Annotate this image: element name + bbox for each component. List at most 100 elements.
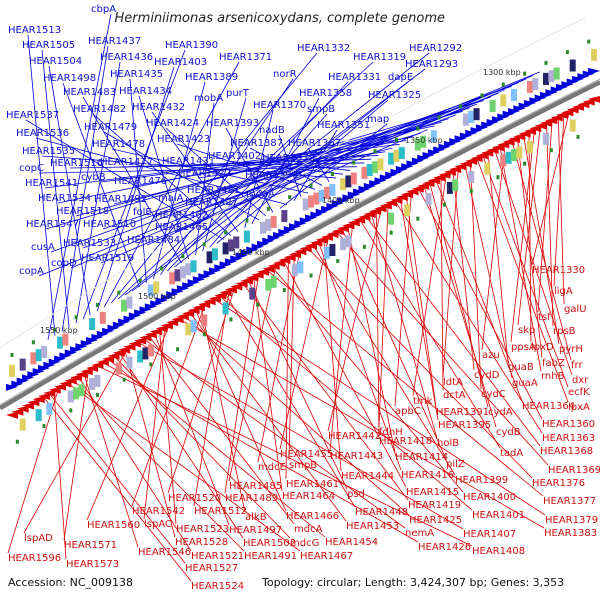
tick-mark xyxy=(288,195,292,200)
reverse-gene-arrow xyxy=(550,114,563,122)
red-connector-line xyxy=(393,198,543,434)
feature-block xyxy=(340,238,347,251)
red-connector-line xyxy=(364,214,541,447)
gene-label: lspAD xyxy=(24,533,53,544)
reverse-gene-labels: HEAR1330 ligA galU tsf rpsB skp ppsA lpx… xyxy=(8,265,600,592)
reverse-gene-arrow xyxy=(27,399,40,407)
feature-block xyxy=(89,318,96,331)
red-connector-line xyxy=(394,189,412,407)
tick-mark xyxy=(362,244,366,249)
red-connector-line xyxy=(279,233,330,450)
red-connector-line xyxy=(329,220,354,452)
reverse-gene-arrow xyxy=(208,295,221,303)
reverse-gene-arrow xyxy=(588,95,600,103)
red-connector-line xyxy=(194,307,287,512)
gene-label: apbC xyxy=(395,406,421,417)
gene-label: HEAR1378 xyxy=(262,153,315,164)
gene-label: HEAR1484 xyxy=(127,235,180,246)
gene-label: HEAR1520 xyxy=(168,493,221,504)
gene-label: HEAR1498 xyxy=(43,73,96,84)
gene-label: lspAC xyxy=(144,519,172,530)
gene-label: pyrH xyxy=(559,344,583,355)
red-connector-line xyxy=(200,304,246,513)
blue-connector-line xyxy=(195,102,215,256)
gene-label: HEAR1524 xyxy=(191,581,244,592)
reverse-gene-arrow xyxy=(577,101,590,109)
reverse-gene-arrow xyxy=(459,160,472,168)
gene-label: HEAR1443 xyxy=(330,451,383,462)
reverse-gene-arrow xyxy=(251,271,264,279)
gene-label: holB xyxy=(437,438,459,449)
feature-block xyxy=(259,221,266,234)
gene-label: HEAR1519 xyxy=(81,253,134,264)
gene-label: HEAR1368 xyxy=(540,446,593,457)
reverse-gene-arrow xyxy=(310,239,323,247)
feature-block xyxy=(185,263,192,276)
feature-block xyxy=(147,284,154,297)
reverse-gene-arrow xyxy=(6,411,18,419)
feature-block xyxy=(543,132,549,145)
tick-mark xyxy=(389,230,393,235)
tick-mark xyxy=(373,149,377,154)
tick-mark xyxy=(394,137,398,142)
reverse-gene-arrow xyxy=(235,280,248,288)
gene-label: HEAR1513 xyxy=(8,25,61,36)
gene-label: cydC xyxy=(481,389,506,400)
reverse-gene-arrow xyxy=(182,310,195,318)
feature-block xyxy=(201,314,208,327)
blue-connector-line xyxy=(41,49,70,328)
red-connector-line xyxy=(327,205,383,432)
red-connector-line xyxy=(557,114,565,305)
red-connector-line xyxy=(305,245,533,479)
tick-mark xyxy=(42,424,46,429)
feature-block xyxy=(222,302,229,315)
blue-connector-line xyxy=(48,65,91,316)
reverse-gene-arrow xyxy=(529,125,542,133)
feature-block xyxy=(393,149,400,162)
gene-label: HEAR1492 xyxy=(94,194,147,205)
red-connector-line xyxy=(264,268,544,497)
reverse-gene-arrow xyxy=(32,396,45,404)
reverse-gene-arrow xyxy=(283,254,296,262)
gene-label: HEAR1364 xyxy=(522,401,575,412)
reverse-gene-arrow xyxy=(353,216,366,224)
accession-text: Accession: NC_009138 xyxy=(8,576,133,589)
gene-label: skp xyxy=(518,325,535,336)
map-title: Herminiimonas arsenicoxydans, complete g… xyxy=(115,11,445,26)
gene-label: fabZ xyxy=(542,358,565,369)
gene-label: norR xyxy=(273,69,297,80)
ruler-label-1300: 1300 kbp xyxy=(483,68,521,77)
feature-block xyxy=(398,147,405,160)
feature-block xyxy=(297,261,304,274)
feature-block xyxy=(526,140,533,153)
reverse-gene-arrow xyxy=(160,322,173,330)
ruler-label-1400: 1400 kbp xyxy=(322,196,360,205)
tick-mark xyxy=(256,302,260,307)
gene-label: HEAR1516 xyxy=(50,158,103,169)
feature-tracks xyxy=(6,39,600,444)
red-connector-line xyxy=(340,227,447,460)
feature-block xyxy=(350,172,357,185)
gene-label: HEAR1573 xyxy=(66,559,119,570)
feature-block xyxy=(147,344,154,357)
gene-label: HEAR1331 xyxy=(328,72,381,83)
tick-mark xyxy=(202,332,206,337)
tick-mark xyxy=(15,439,19,444)
reverse-gene-arrow xyxy=(219,289,232,297)
red-connector-line xyxy=(285,255,289,480)
reverse-gene-arrow xyxy=(470,155,483,163)
ruler-label-1450: 1450 kbp xyxy=(232,248,270,257)
blue-connector-line xyxy=(62,82,140,288)
feature-block xyxy=(324,186,331,199)
gene-label: HEAR1376 xyxy=(532,478,585,489)
gene-label: mobA xyxy=(194,93,223,104)
blue-connector-line xyxy=(45,100,484,230)
reverse-gene-arrow xyxy=(192,304,205,312)
reverse-gene-arrow xyxy=(401,191,414,199)
reverse-gene-arrow xyxy=(294,248,307,256)
gene-label: HEAR1418 xyxy=(379,436,432,447)
gene-label: HEAR1370 xyxy=(253,100,306,111)
gene-label: lpxA xyxy=(568,402,590,413)
gene-label: HEAR1464 xyxy=(282,491,335,502)
gene-label: mdcE xyxy=(258,462,286,473)
